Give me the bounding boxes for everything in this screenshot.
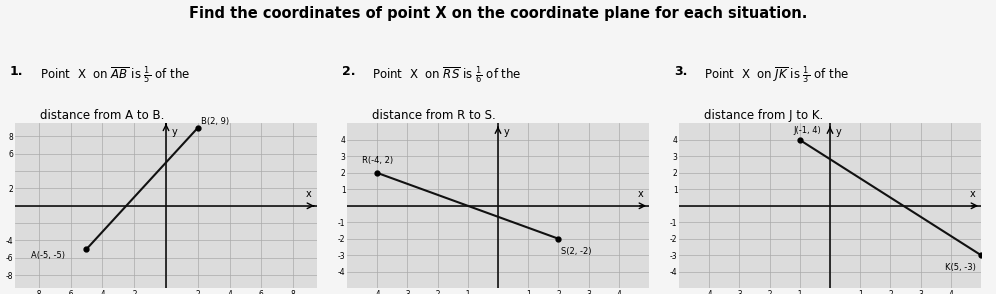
Text: x: x xyxy=(637,189,643,199)
Text: S(2, -2): S(2, -2) xyxy=(562,247,592,256)
Text: x: x xyxy=(305,189,311,199)
Text: K(5, -3): K(5, -3) xyxy=(945,263,976,273)
Text: R(-4, 2): R(-4, 2) xyxy=(363,156,393,165)
Text: 3.: 3. xyxy=(674,65,687,78)
Text: y: y xyxy=(836,127,842,137)
Text: distance from R to S.: distance from R to S. xyxy=(372,109,496,122)
Text: Find the coordinates of point X on the coordinate plane for each situation.: Find the coordinates of point X on the c… xyxy=(189,6,807,21)
Text: J(-1, 4): J(-1, 4) xyxy=(794,126,822,135)
Text: Point  X  on $\overline{RS}$ is $\frac{1}{6}$ of the: Point X on $\overline{RS}$ is $\frac{1}{… xyxy=(372,65,522,86)
Text: distance from A to B.: distance from A to B. xyxy=(40,109,164,122)
Text: B(2, 9): B(2, 9) xyxy=(201,117,229,126)
Text: distance from J to K.: distance from J to K. xyxy=(704,109,823,122)
Text: x: x xyxy=(969,189,975,199)
Text: y: y xyxy=(504,127,510,137)
Text: y: y xyxy=(172,127,178,137)
Text: Point  X  on $\overline{JK}$ is $\frac{1}{3}$ of the: Point X on $\overline{JK}$ is $\frac{1}{… xyxy=(704,65,849,86)
Text: Point  X  on $\overline{AB}$ is $\frac{1}{5}$ of the: Point X on $\overline{AB}$ is $\frac{1}{… xyxy=(40,65,190,86)
Text: 1.: 1. xyxy=(10,65,24,78)
Text: 2.: 2. xyxy=(342,65,356,78)
Text: A(-5, -5): A(-5, -5) xyxy=(31,251,65,260)
